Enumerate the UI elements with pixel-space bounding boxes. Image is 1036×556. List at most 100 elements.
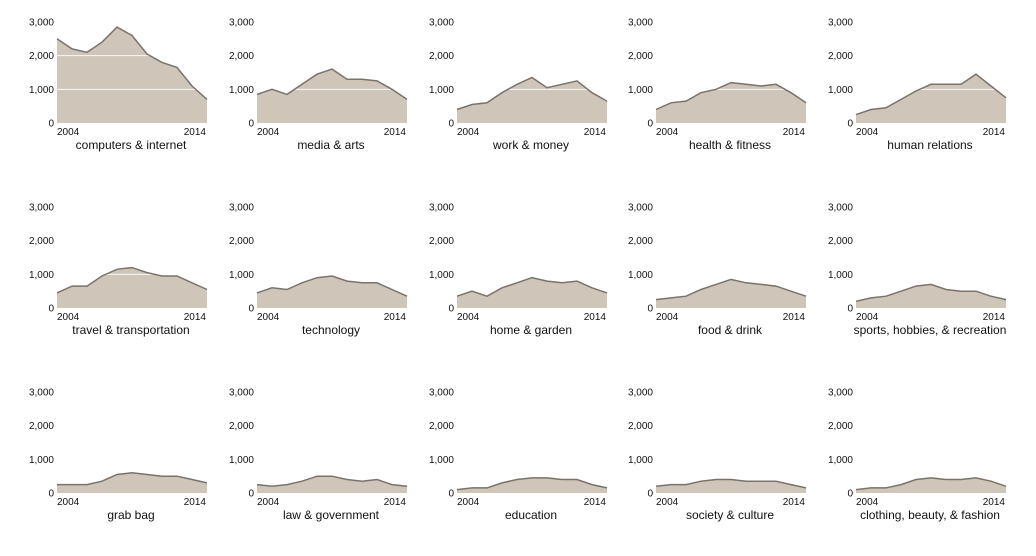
panel-11: 0 1,000 2,000 3,000 2004 2014 grab bag bbox=[29, 388, 208, 522]
y-tick-label: 0 bbox=[647, 304, 653, 315]
y-tick-label: 2,000 bbox=[828, 421, 853, 432]
series-line bbox=[256, 475, 408, 488]
y-tick-label: 3,000 bbox=[828, 203, 853, 214]
series-line bbox=[456, 276, 608, 298]
series-line bbox=[57, 472, 208, 486]
area-fill bbox=[57, 267, 207, 308]
panel-label: sports, hobbies, & recreation bbox=[854, 323, 1007, 337]
y-tick-label: 3,000 bbox=[29, 203, 54, 214]
area-fill bbox=[457, 77, 607, 123]
y-tick-label: 1,000 bbox=[828, 455, 853, 466]
area-fill bbox=[856, 74, 1006, 123]
x-tick-label: 2004 bbox=[57, 127, 80, 138]
x-tick-label: 2004 bbox=[457, 312, 480, 323]
y-tick-label: 3,000 bbox=[229, 203, 254, 214]
x-tick-label: 2014 bbox=[983, 497, 1006, 508]
x-tick-label: 2004 bbox=[457, 497, 480, 508]
panel-label: grab bag bbox=[107, 508, 154, 522]
series-line bbox=[655, 478, 807, 489]
area-fill bbox=[656, 279, 806, 308]
y-tick-label: 2,000 bbox=[29, 421, 54, 432]
series-line bbox=[56, 26, 208, 100]
y-tick-label: 1,000 bbox=[29, 85, 54, 96]
x-tick-label: 2004 bbox=[856, 312, 879, 323]
y-tick-label: 2,000 bbox=[628, 421, 653, 432]
y-tick-label: 0 bbox=[248, 489, 254, 500]
y-tick-label: 0 bbox=[448, 304, 454, 315]
x-tick-label: 2004 bbox=[457, 127, 480, 138]
series-line bbox=[655, 278, 807, 301]
panel-12: 0 1,000 2,000 3,000 2004 2014 law & government bbox=[229, 388, 408, 522]
y-tick-label: 3,000 bbox=[828, 388, 853, 399]
y-tick-label: 3,000 bbox=[229, 18, 254, 29]
area-fill bbox=[856, 477, 1006, 493]
y-tick-label: 0 bbox=[48, 119, 54, 130]
x-tick-label: 2014 bbox=[783, 497, 806, 508]
y-tick-label: 0 bbox=[248, 304, 254, 315]
y-tick-label: 1,000 bbox=[229, 455, 254, 466]
panel-8: 0 1,000 2,000 3,000 2004 2014 home & garden bbox=[429, 203, 608, 337]
panel-7: 0 1,000 2,000 3,000 2004 2014 technology bbox=[229, 203, 408, 337]
y-tick-label: 1,000 bbox=[229, 85, 254, 96]
area-fill bbox=[257, 69, 407, 123]
series-line bbox=[256, 68, 408, 101]
series-line bbox=[456, 477, 608, 491]
panel-4: 0 1,000 2,000 3,000 2004 2014 health & fitness bbox=[628, 18, 807, 152]
panel-label: home & garden bbox=[490, 323, 572, 337]
x-tick-label: 2014 bbox=[184, 497, 207, 508]
panel-14: 0 1,000 2,000 3,000 2004 2014 society & cultur… bbox=[628, 388, 807, 522]
y-tick-label: 2,000 bbox=[429, 51, 454, 62]
y-tick-label: 3,000 bbox=[429, 203, 454, 214]
y-tick-label: 1,000 bbox=[429, 455, 454, 466]
y-tick-label: 2,000 bbox=[628, 51, 653, 62]
panel-label: food & drink bbox=[698, 323, 763, 337]
panel-3: 0 1,000 2,000 3,000 2004 2014 work & money bbox=[429, 18, 608, 152]
x-tick-label: 2014 bbox=[184, 127, 207, 138]
x-tick-label: 2014 bbox=[184, 312, 207, 323]
y-tick-label: 2,000 bbox=[828, 236, 853, 247]
y-tick-label: 1,000 bbox=[429, 85, 454, 96]
y-tick-label: 1,000 bbox=[29, 455, 54, 466]
y-tick-label: 0 bbox=[48, 304, 54, 315]
x-tick-label: 2004 bbox=[856, 127, 879, 138]
panel-label: media & arts bbox=[297, 138, 364, 152]
x-tick-label: 2014 bbox=[783, 127, 806, 138]
y-tick-label: 2,000 bbox=[628, 236, 653, 247]
y-tick-label: 0 bbox=[647, 489, 653, 500]
panel-label: computers & internet bbox=[76, 138, 187, 152]
x-tick-label: 2014 bbox=[983, 127, 1006, 138]
y-tick-label: 2,000 bbox=[29, 236, 54, 247]
y-tick-label: 2,000 bbox=[429, 236, 454, 247]
y-tick-label: 1,000 bbox=[828, 85, 853, 96]
y-tick-label: 3,000 bbox=[628, 388, 653, 399]
x-tick-label: 2014 bbox=[584, 497, 607, 508]
y-tick-label: 1,000 bbox=[628, 270, 653, 281]
y-tick-label: 3,000 bbox=[429, 388, 454, 399]
y-tick-label: 3,000 bbox=[29, 388, 54, 399]
y-tick-label: 2,000 bbox=[229, 236, 254, 247]
panel-label: society & culture bbox=[686, 508, 774, 522]
x-tick-label: 2004 bbox=[257, 312, 280, 323]
area-fill bbox=[57, 27, 207, 124]
x-tick-label: 2004 bbox=[656, 497, 679, 508]
panel-label: law & government bbox=[283, 508, 380, 522]
x-tick-label: 2014 bbox=[384, 312, 407, 323]
y-tick-label: 2,000 bbox=[429, 421, 454, 432]
series-line bbox=[56, 266, 208, 294]
y-tick-label: 2,000 bbox=[828, 51, 853, 62]
panel-label: clothing, beauty, & fashion bbox=[860, 508, 1000, 522]
area-fill bbox=[656, 479, 806, 493]
series-line bbox=[456, 76, 608, 111]
y-tick-label: 0 bbox=[847, 304, 853, 315]
area-fill bbox=[656, 82, 806, 123]
y-tick-label: 1,000 bbox=[828, 270, 853, 281]
x-tick-label: 2014 bbox=[783, 312, 806, 323]
series-line bbox=[855, 73, 1007, 116]
y-tick-label: 3,000 bbox=[229, 388, 254, 399]
panel-2: 0 1,000 2,000 3,000 2004 2014 media & arts bbox=[229, 18, 408, 152]
y-tick-label: 3,000 bbox=[628, 18, 653, 29]
x-tick-label: 2004 bbox=[257, 497, 280, 508]
